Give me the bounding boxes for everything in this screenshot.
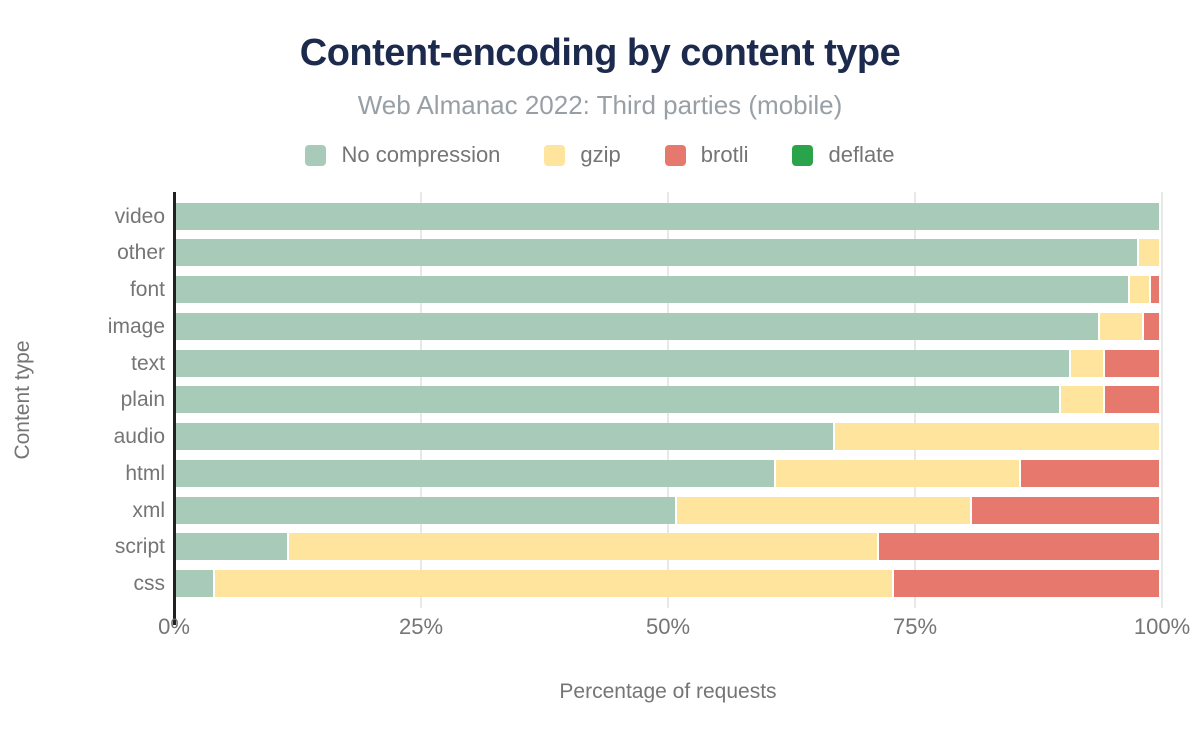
category-label: script — [114, 535, 165, 559]
bar-segment[interactable] — [1060, 386, 1105, 414]
category-label: html — [125, 461, 165, 485]
legend-label: gzip — [580, 142, 621, 167]
legend-item: No compression — [305, 142, 500, 168]
category-label: audio — [113, 425, 165, 448]
bar-segment[interactable] — [893, 570, 1159, 597]
legend-label: deflate — [828, 142, 895, 167]
bar-segment[interactable] — [176, 349, 1071, 377]
bar-segment[interactable] — [677, 496, 973, 524]
bar-segment[interactable] — [289, 533, 879, 561]
category-label: xml — [132, 498, 165, 522]
bar-segment[interactable] — [176, 239, 1140, 267]
legend-swatch — [664, 144, 686, 166]
gridline — [1161, 192, 1163, 608]
legend-item: brotli — [664, 142, 749, 168]
legend-label: brotli — [700, 142, 749, 167]
category-label: video — [114, 204, 165, 228]
x-tick-label: 100% — [1133, 614, 1191, 639]
bar-row — [176, 202, 1159, 230]
category-label: image — [107, 314, 165, 338]
bar-segment[interactable] — [834, 423, 1159, 450]
chart-title: Content-encoding by content type — [299, 32, 901, 74]
legend-item: deflate — [792, 142, 895, 168]
bar-segment[interactable] — [1144, 312, 1159, 340]
category-label: font — [129, 278, 165, 301]
bar-row — [176, 386, 1159, 414]
bar-segment[interactable] — [176, 533, 290, 561]
legend-swatch — [792, 144, 814, 166]
x-axis-title: Percentage of requests — [559, 680, 777, 703]
legend: No compression gzip brotli deflate — [0, 142, 1200, 168]
bar-segment[interactable] — [176, 570, 216, 597]
bar-row — [176, 276, 1159, 303]
bar-segment[interactable] — [176, 312, 1101, 340]
bar-row — [176, 312, 1159, 340]
legend-swatch — [544, 144, 566, 166]
bar-segment[interactable] — [176, 496, 678, 524]
chart-subtitle: Web Almanac 2022: Third parties (mobile) — [357, 90, 843, 120]
bar-row — [176, 239, 1159, 267]
bar-segment[interactable] — [1139, 239, 1159, 267]
x-tick-label: 0% — [158, 614, 190, 639]
x-axis-ticks: 0% 25% 50% 75% 100% — [158, 614, 1190, 640]
bar-row — [176, 423, 1159, 450]
bar-segment[interactable] — [1021, 459, 1159, 487]
bar-segment[interactable] — [176, 202, 1159, 230]
bar-row — [176, 570, 1159, 597]
bar-segment[interactable] — [176, 276, 1130, 303]
bar-segment[interactable] — [878, 533, 1159, 561]
category-label: text — [131, 351, 165, 375]
bar-row — [176, 496, 1159, 524]
bar-row — [176, 349, 1159, 377]
category-label: other — [117, 241, 165, 265]
bar-segment[interactable] — [1129, 276, 1152, 303]
legend-swatch — [305, 144, 327, 166]
x-tick-label: 25% — [398, 614, 444, 639]
bar-row — [176, 459, 1159, 487]
x-tick-label: 75% — [892, 614, 938, 639]
bar-segment[interactable] — [1104, 349, 1159, 377]
legend-label: No compression — [341, 142, 501, 167]
bar-segment[interactable] — [215, 570, 894, 597]
y-axis-labels: video other font image text plain audio html xml… — [0, 192, 165, 608]
category-label: plain — [120, 388, 165, 412]
bar-segment[interactable] — [176, 459, 776, 487]
bar-segment[interactable] — [1151, 276, 1159, 303]
y-axis-line — [173, 192, 176, 625]
category-label: css — [133, 572, 166, 595]
bar-segment[interactable] — [972, 496, 1159, 524]
plot-area — [174, 192, 1163, 608]
bar-segment[interactable] — [1104, 386, 1159, 414]
bar-segment[interactable] — [1100, 312, 1145, 340]
legend-item: gzip — [544, 142, 621, 168]
bar-segment[interactable] — [176, 423, 835, 450]
bar-row — [176, 533, 1159, 561]
bar-segment[interactable] — [1070, 349, 1105, 377]
x-tick-label: 50% — [645, 614, 691, 639]
bar-segment[interactable] — [775, 459, 1022, 487]
bar-segment[interactable] — [176, 386, 1061, 414]
